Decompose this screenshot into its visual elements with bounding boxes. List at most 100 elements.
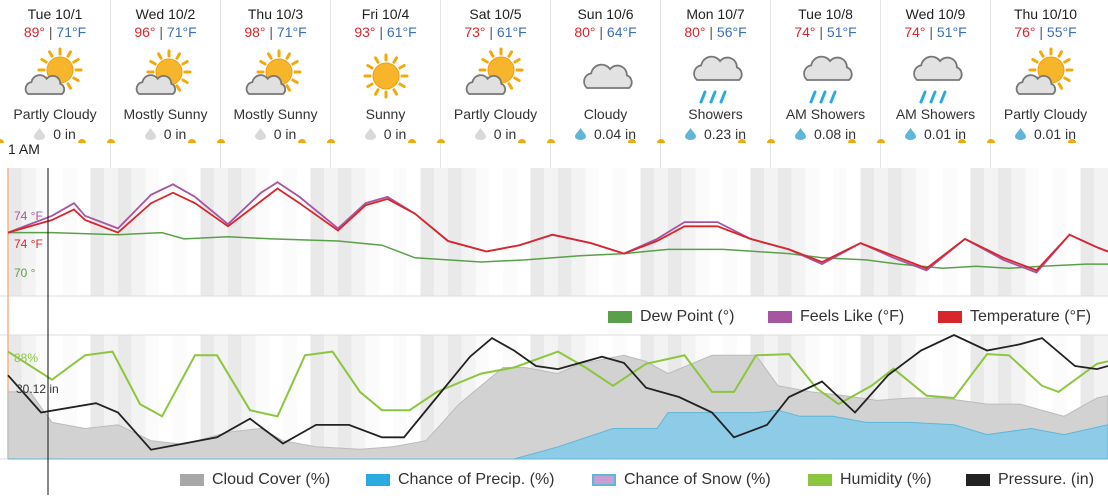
night-band: [214, 168, 228, 296]
night-band: [998, 168, 1012, 296]
night-band: [310, 168, 325, 296]
night-band: [145, 168, 160, 296]
day-temps: 80° | 64°F: [551, 24, 660, 42]
night-band: [393, 168, 407, 296]
night-band: [571, 168, 586, 296]
night-band: [503, 168, 517, 296]
night-band: [76, 168, 91, 296]
sunrise-icon: [657, 139, 665, 143]
sunny-icon: [363, 53, 409, 99]
high-temp: 74°: [904, 24, 926, 40]
night-band: [200, 168, 215, 296]
precip-amount: 0.04 in: [547, 126, 660, 144]
high-temp: 80°: [684, 24, 706, 40]
night-band: [448, 168, 462, 296]
sunrise-icon: [107, 139, 115, 143]
night-band: [970, 168, 985, 296]
high-temp: 98°: [244, 24, 266, 40]
night-band: [516, 168, 531, 296]
night-band: [200, 335, 215, 459]
day-column-6[interactable]: Mon 10/7 80° | 56°F Showers 0.23 in: [657, 0, 770, 168]
rain-drop-icon: [254, 128, 266, 140]
night-band: [585, 168, 600, 296]
sunset-icon: [958, 139, 966, 143]
legend-label: Humidity (%): [840, 471, 932, 488]
day-name: Wed 10/9: [905, 6, 966, 22]
night-band: [255, 335, 270, 459]
low-temp: 51°F: [936, 24, 967, 40]
night-band: [338, 168, 352, 296]
day-column-4[interactable]: Sat 10/5 73° | 61°F Partly Cloudy 0 in: [437, 0, 550, 168]
partly-cloudy-icon: [24, 47, 83, 95]
day-column-7[interactable]: Tue 10/8 74° | 51°F AM Showers 0.08 in: [767, 0, 880, 168]
temperature-line: [7, 187, 1108, 272]
high-temp: 76°: [1014, 24, 1036, 40]
rain-drop-icon: [1014, 128, 1026, 140]
night-band: [599, 168, 613, 296]
sunrise-icon: [327, 139, 335, 143]
night-band: [984, 168, 998, 296]
night-band: [131, 168, 146, 296]
day-column-9[interactable]: Thu 10/10 76° | 55°F Partly Cloudy 0.01 …: [987, 0, 1100, 168]
temp-separator: |: [265, 24, 277, 40]
day-column-8[interactable]: Wed 10/9 74° | 51°F AM Showers 0.01 in: [877, 0, 990, 168]
night-band: [379, 168, 393, 296]
cursor-pressure-label: 30.12 in: [16, 382, 59, 396]
precip-chance-area: [8, 409, 1108, 460]
night-band: [379, 335, 393, 459]
sunset-icon: [1068, 139, 1076, 143]
sunset-icon: [78, 139, 86, 143]
temp-separator: |: [1035, 24, 1047, 40]
low-temp: 56°F: [716, 24, 747, 40]
day-temps: 74° | 51°F: [771, 24, 880, 42]
sunrise-icon: [217, 139, 225, 143]
precip-value: 0 in: [163, 126, 187, 142]
condition-text: Partly Cloudy: [13, 106, 97, 122]
day-temps: 96° | 71°F: [111, 24, 220, 42]
legend-temperature[interactable]: Temperature (°F): [938, 308, 1091, 326]
day-temps: 74° | 51°F: [881, 24, 990, 42]
precip-amount: 0 in: [327, 126, 440, 144]
night-band: [228, 335, 242, 459]
night-band: [351, 168, 366, 296]
sunrise-icon: [767, 139, 775, 143]
sunset-icon: [518, 139, 526, 143]
night-band: [544, 168, 558, 296]
temp-separator: |: [595, 24, 607, 40]
day-column-0[interactable]: Tue 10/1 89° | 71°F Partly Cloudy 0 in: [0, 0, 110, 168]
day-name: Thu 10/3: [247, 6, 304, 22]
legend-humidity[interactable]: Humidity (%): [808, 471, 932, 489]
night-band: [118, 168, 132, 296]
legend-cloud-cover[interactable]: Cloud Cover (%): [180, 471, 330, 489]
day-column-1[interactable]: Wed 10/2 96° | 71°F Mostly Sunny 0 in: [107, 0, 220, 168]
day-column-2[interactable]: Thu 10/3 98° | 71°F Mostly Sunny 0 in: [217, 0, 330, 168]
legend-feels-like[interactable]: Feels Like (°F): [768, 308, 904, 326]
high-temp: 74°: [794, 24, 816, 40]
temp-separator: |: [155, 24, 167, 40]
legend-dew-point[interactable]: Dew Point (°): [608, 308, 734, 326]
legend-chance-of-snow[interactable]: Chance of Snow (%): [592, 471, 771, 489]
night-band: [461, 168, 476, 296]
night-band: [1094, 168, 1108, 296]
low-temp: 64°F: [606, 24, 637, 40]
night-band: [846, 168, 861, 296]
night-band: [723, 168, 737, 296]
night-band: [104, 168, 118, 296]
night-band: [351, 335, 366, 459]
rain-drop-icon: [574, 128, 586, 140]
night-band: [750, 168, 765, 296]
legend-swatch-snow: [592, 474, 616, 486]
high-temp: 93°: [354, 24, 376, 40]
precip-value: 0.08 in: [813, 126, 857, 142]
hourly-charts[interactable]: 74 °F 74 °F 70 ° 88% 30.12 in: [0, 168, 1108, 495]
precip-value: 0 in: [493, 126, 517, 142]
legend-label: Temperature (°F): [970, 308, 1092, 325]
night-band: [241, 168, 256, 296]
day-column-3[interactable]: Fri 10/4 93° | 61°F Sunny 0 in: [327, 0, 440, 168]
day-temps: 80° | 56°F: [661, 24, 770, 42]
legend-chance-of-precip[interactable]: Chance of Precip. (%): [366, 471, 555, 489]
day-column-5[interactable]: Sun 10/6 80° | 64°F Cloudy 0.04 in: [547, 0, 660, 168]
night-band: [860, 168, 875, 296]
night-band: [475, 168, 490, 296]
legend-pressure[interactable]: Pressure. (in): [966, 471, 1094, 489]
